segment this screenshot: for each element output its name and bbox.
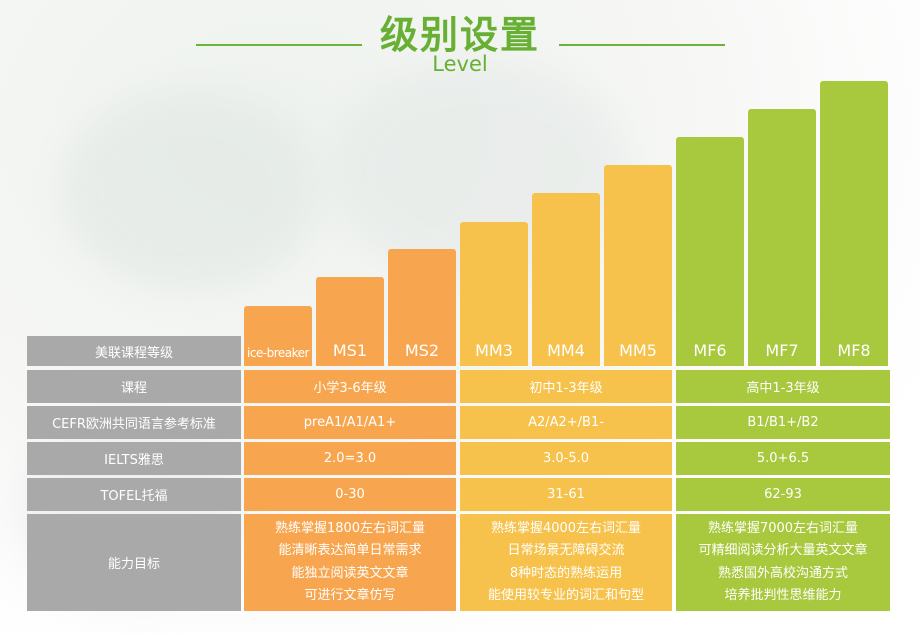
row-label-cefr: CEFR欧洲共同语言参考标准: [27, 406, 241, 439]
row-label-toefl: TOFEL托福: [27, 478, 241, 511]
goal-item: 熟练掌握4000左右词汇量: [490, 520, 642, 536]
course-primary: 小学3-6年级: [244, 370, 456, 403]
level-label: MF8: [837, 341, 871, 360]
goal-item: 可精细阅读分析大量英文文章: [698, 543, 868, 558]
level-label: MM5: [619, 341, 657, 360]
goal-item: 可进行文章仿写: [304, 588, 396, 603]
ielts-primary: 2.0=3.0: [244, 442, 456, 475]
page-subtitle: Level: [432, 52, 488, 76]
cefr-primary: preA1/A1/A1+: [244, 406, 456, 439]
goal-item: 熟悉国外高校沟通方式: [717, 565, 848, 581]
cefr-high: B1/B1+/B2: [676, 406, 890, 439]
goal-item: 熟练掌握1800左右词汇量: [274, 520, 426, 536]
goal-item: 培养批判性思维能力: [724, 588, 842, 603]
level-bar-mf7: MF7: [748, 109, 816, 366]
goals-middle: 熟练掌握4000左右词汇量 日常场景无障碍交流 8种时态的熟练运用 能使用较专业…: [460, 514, 672, 611]
level-bar-mm4: MM4: [532, 193, 600, 366]
page-title: 级别设置: [379, 13, 540, 57]
level-label: MS2: [404, 341, 440, 360]
course-middle: 初中1-3年级: [460, 370, 672, 403]
level-bar-ms1: MS1: [316, 277, 384, 366]
cefr-middle: A2/A2+/B1-: [460, 406, 672, 439]
row-label-level: 美联课程等级: [27, 336, 241, 366]
row-label-ielts: IELTS雅思: [27, 442, 241, 475]
title-rule-left: [196, 44, 362, 46]
goal-item: 能使用较专业的词汇和句型: [487, 588, 644, 603]
ielts-high: 5.0+6.5: [676, 442, 890, 475]
level-label: MS1: [332, 341, 368, 360]
level-label: MF7: [765, 341, 799, 360]
toefl-middle: 31-61: [460, 478, 672, 511]
goal-item: 能清晰表达简单日常需求: [278, 543, 422, 558]
level-bar-ice-breaker: ice-breaker: [244, 306, 312, 366]
level-label: MM4: [547, 341, 585, 360]
row-label-goals: 能力目标: [27, 514, 241, 611]
level-bar-mm5: MM5: [604, 165, 672, 366]
title-rule-right: [559, 44, 725, 46]
level-label: MF6: [693, 341, 727, 360]
goal-item: 8种时态的熟练运用: [509, 565, 623, 581]
level-label: MM3: [475, 341, 513, 360]
goal-item: 熟练掌握7000左右词汇量: [707, 520, 859, 536]
ielts-middle: 3.0-5.0: [460, 442, 672, 475]
row-label-course: 课程: [27, 370, 241, 403]
level-bar-ms2: MS2: [388, 249, 456, 366]
toefl-primary: 0-30: [244, 478, 456, 511]
background-decoration: [60, 90, 320, 290]
course-high: 高中1-3年级: [676, 370, 890, 403]
level-bar-mf8: MF8: [820, 81, 888, 366]
level-bar-mf6: MF6: [676, 137, 744, 366]
goals-high: 熟练掌握7000左右词汇量 可精细阅读分析大量英文文章 熟悉国外高校沟通方式 培…: [676, 514, 890, 611]
level-label: ice-breaker: [246, 346, 310, 360]
goals-primary: 熟练掌握1800左右词汇量 能清晰表达简单日常需求 能独立阅读英文文章 可进行文…: [244, 514, 456, 611]
toefl-high: 62-93: [676, 478, 890, 511]
goal-item: 日常场景无障碍交流: [507, 543, 625, 558]
goal-item: 能独立阅读英文文章: [291, 565, 409, 581]
level-bar-mm3: MM3: [460, 222, 528, 366]
